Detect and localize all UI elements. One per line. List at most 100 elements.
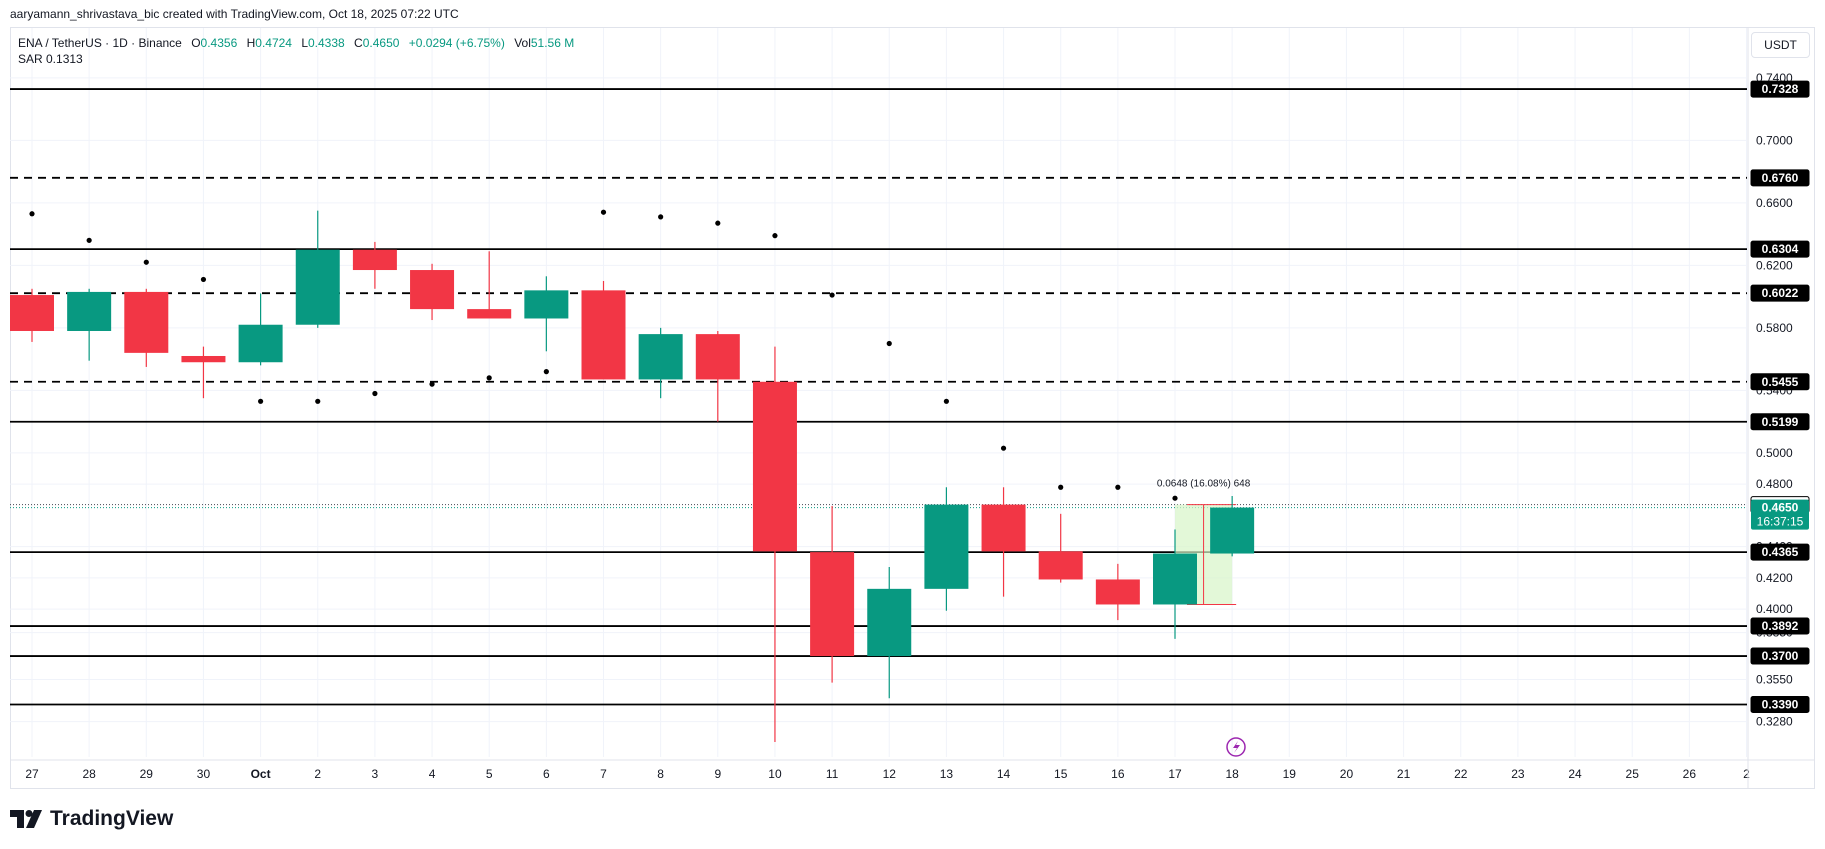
candle-body[interactable] [10,295,54,331]
candle-body[interactable] [638,334,683,380]
event-markers [1226,737,1246,757]
sar-dot [1058,484,1064,490]
candle-body[interactable] [295,249,340,325]
volume-value: 51.56 M [530,36,575,50]
candle-body[interactable] [410,270,455,310]
level-price-tag[interactable] [1750,695,1810,713]
change-value: +0.0294 (+6.75%) [408,36,505,50]
x-tick-label: 28 [82,767,96,781]
level-price-tag[interactable] [1750,413,1810,431]
y-tick-label: 0.3280 [1756,715,1793,729]
y-tick-label: 0.4000 [1756,602,1793,616]
level-price-tag[interactable] [1750,80,1810,98]
x-tick-label: 14 [997,767,1011,781]
candle-body[interactable] [981,504,1026,552]
sar-dot [143,259,149,265]
y-tick-label: 0.7000 [1756,133,1793,147]
level-price-tag[interactable] [1750,240,1810,258]
x-tick-label: 25 [1626,767,1640,781]
sar-dot [1172,495,1178,501]
candle-body[interactable] [867,588,912,657]
sar-dot [429,381,435,387]
open-label: O [191,36,201,50]
level-price-tag[interactable] [1750,647,1810,665]
x-tick-label: 7 [600,767,607,781]
sar-dots [29,209,1178,501]
level-price-label: 0.5199 [1762,415,1799,429]
x-tick-label: 10 [768,767,782,781]
x-tick-label: 15 [1054,767,1068,781]
x-tick-label: 21 [1397,767,1411,781]
candle-body[interactable] [67,291,112,331]
candle-body[interactable] [467,309,512,319]
close-label: C [354,36,363,50]
level-price-label: 0.6022 [1762,286,1799,300]
y-tick-label: 0.5800 [1756,321,1793,335]
high-label: H [246,36,256,50]
x-tick-label: 30 [197,767,211,781]
sar-dot [658,214,664,220]
level-price-label: 0.6304 [1762,242,1799,256]
level-price-tag[interactable] [1750,373,1810,391]
candle-body[interactable] [238,324,283,363]
level-price-tag[interactable] [1750,169,1810,187]
candle-body[interactable] [695,334,740,380]
candle-body[interactable] [752,381,797,552]
x-tick-label: 8 [657,767,664,781]
x-tick-label: 16 [1111,767,1125,781]
x-tick-label: 9 [714,767,721,781]
lightning-event-icon[interactable] [1226,737,1246,757]
candle-body[interactable] [181,355,226,363]
x-tick-label: 3 [372,767,379,781]
bar-countdown-label: 16:37:15 [1757,515,1804,529]
sar-dot [772,233,778,239]
candle-body[interactable] [924,504,969,589]
x-tick-label: 17 [1168,767,1182,781]
sar-dot [200,276,207,283]
sar-dot [715,220,721,226]
candle-body[interactable] [1210,507,1255,554]
y-tick-label: 0.4800 [1756,477,1793,491]
level-price-label: 0.7328 [1762,82,1799,96]
sar-dot [315,398,321,404]
last-price-label: 0.4650 [1762,501,1799,515]
candle-body[interactable] [1038,551,1083,580]
x-tick-label: 26 [1683,767,1697,781]
candle-body[interactable] [352,249,397,271]
x-tick-label: 5 [486,767,493,781]
level-price-tag[interactable] [1750,543,1810,561]
close-value: 0.4650 [362,36,400,50]
level-price-label: 0.3700 [1762,649,1799,663]
symbol-title[interactable]: ENA / TetherUS · 1D · Binance [18,36,182,50]
candle-body[interactable] [810,552,855,657]
level-price-tag[interactable] [1750,284,1810,302]
candle-body[interactable] [1153,553,1197,605]
candle-body[interactable] [1095,579,1140,605]
sar-dot [1115,484,1121,490]
sar-dot [943,398,950,404]
level-price-label: 0.3892 [1762,619,1799,633]
tradingview-logo-icon [10,810,42,828]
last-price-tag[interactable] [1751,499,1809,530]
tradingview-logo[interactable]: TradingView [10,807,173,831]
volume-label: Vol [514,36,531,50]
level-price-tag[interactable] [1750,617,1810,635]
range-measure-label: 0.0648 (16.08%) 648 [1157,479,1251,490]
low-value: 0.4338 [308,36,345,50]
x-tick-label: 12 [883,767,897,781]
sar-dot [29,211,35,217]
x-tick-label: 2 [314,767,321,781]
y-tick-label: 0.6200 [1756,258,1793,272]
candle-body[interactable] [581,290,626,380]
x-tick-label: 4 [429,767,436,781]
candle-body[interactable] [524,290,569,319]
y-tick-label: 0.6600 [1756,196,1793,210]
sar-dot [543,369,549,375]
sar-indicator-label[interactable]: SAR 0.1313 [18,52,83,66]
candle-body[interactable] [124,291,169,353]
x-tick-label: Oct [251,767,271,781]
sar-dot [486,375,492,381]
sar-dot [1000,445,1007,451]
currency-button[interactable]: USDT [1751,32,1810,58]
